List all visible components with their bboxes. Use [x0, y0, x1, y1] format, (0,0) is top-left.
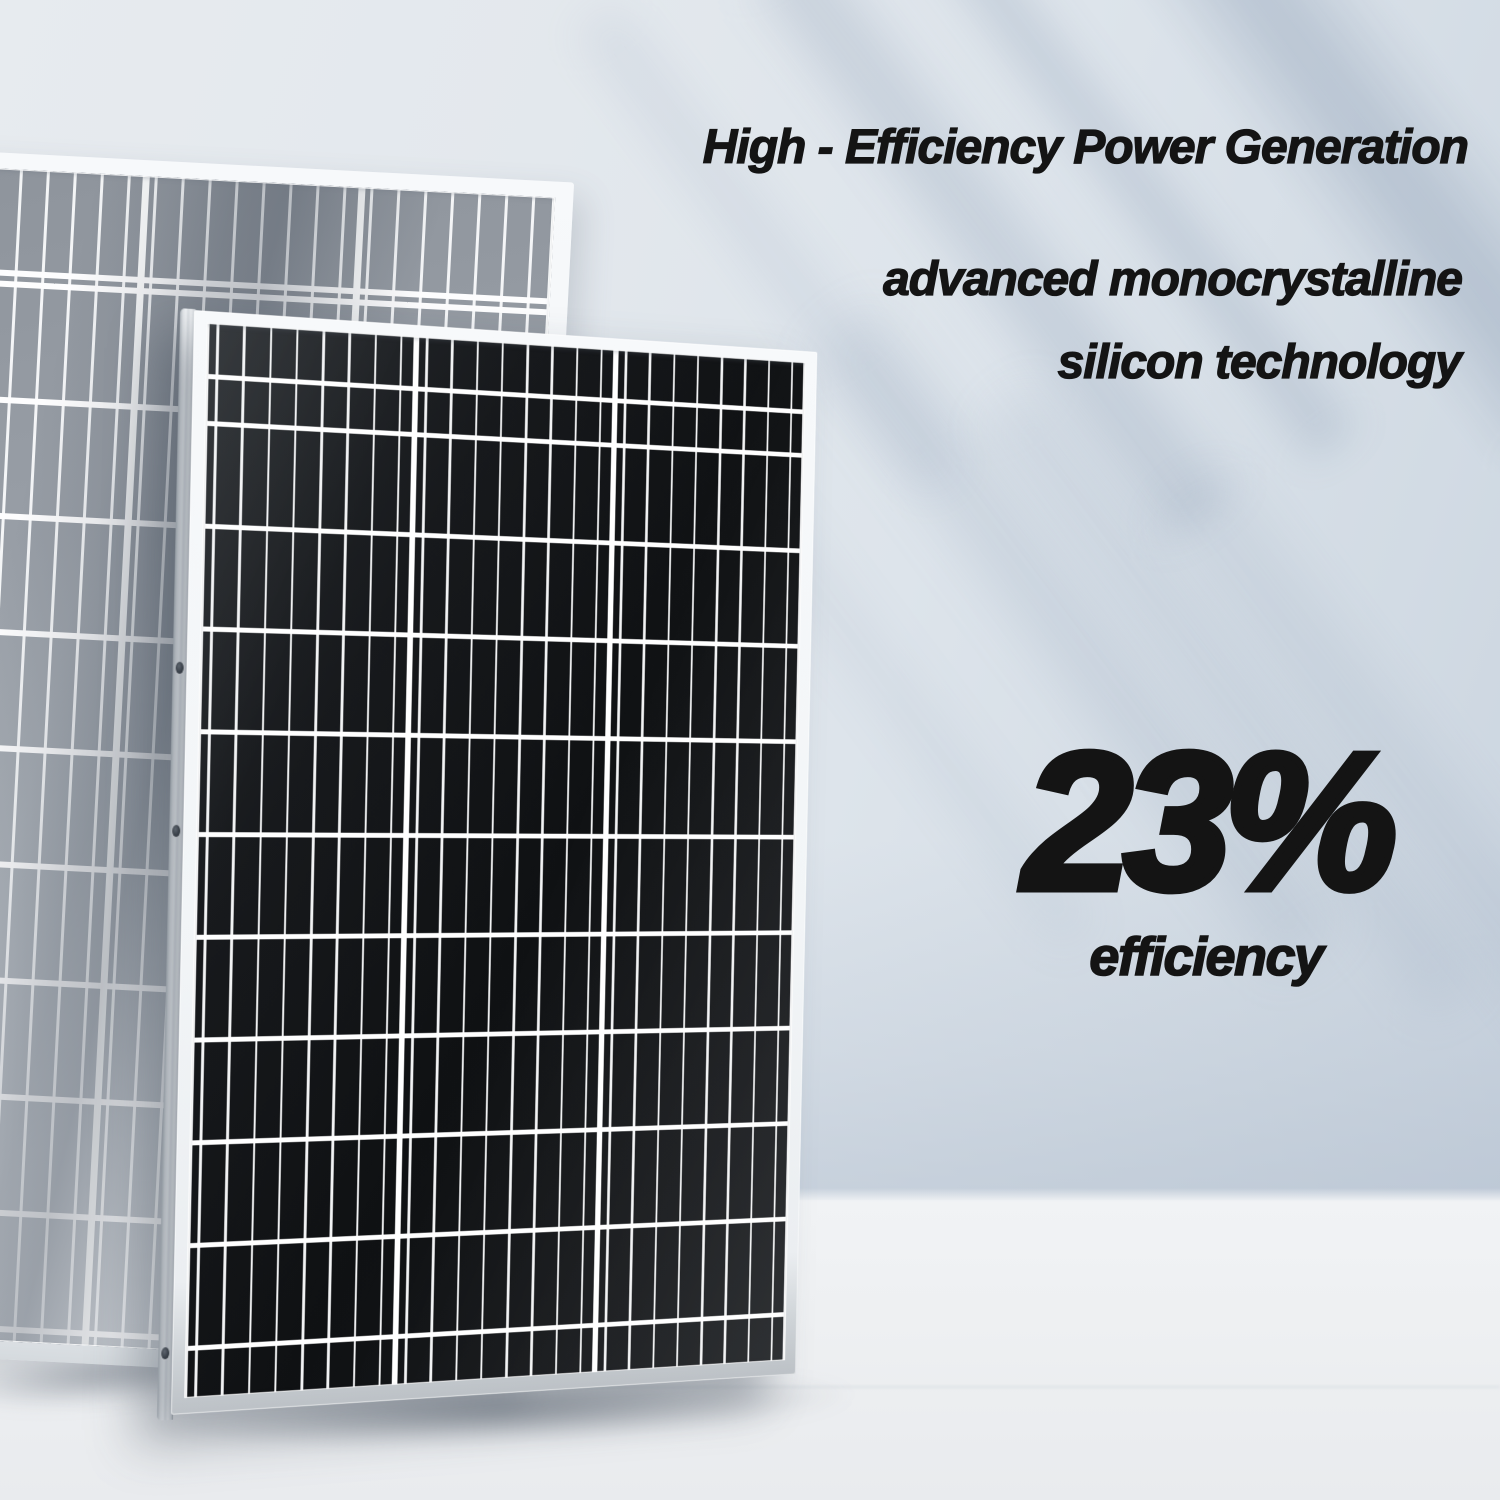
- mounting-hole: [172, 824, 181, 837]
- headline-line1: High - Efficiency Power Generation: [702, 121, 1470, 174]
- headline-line3: silicon technology: [1057, 336, 1463, 389]
- stat-value: 23%: [1020, 712, 1401, 931]
- front-solar-panel: [156, 308, 818, 1421]
- mounting-hole: [175, 661, 184, 674]
- front-panel-frame: [170, 310, 818, 1415]
- stat-label: efficiency: [1089, 927, 1325, 987]
- front-panel-cell-grid: [184, 322, 806, 1399]
- floor-reflection-line: [540, 1386, 1500, 1388]
- efficiency-stat: 23% efficiency: [946, 712, 1466, 987]
- headline-line2: advanced monocrystalline: [882, 253, 1463, 306]
- mounting-hole: [161, 1347, 170, 1360]
